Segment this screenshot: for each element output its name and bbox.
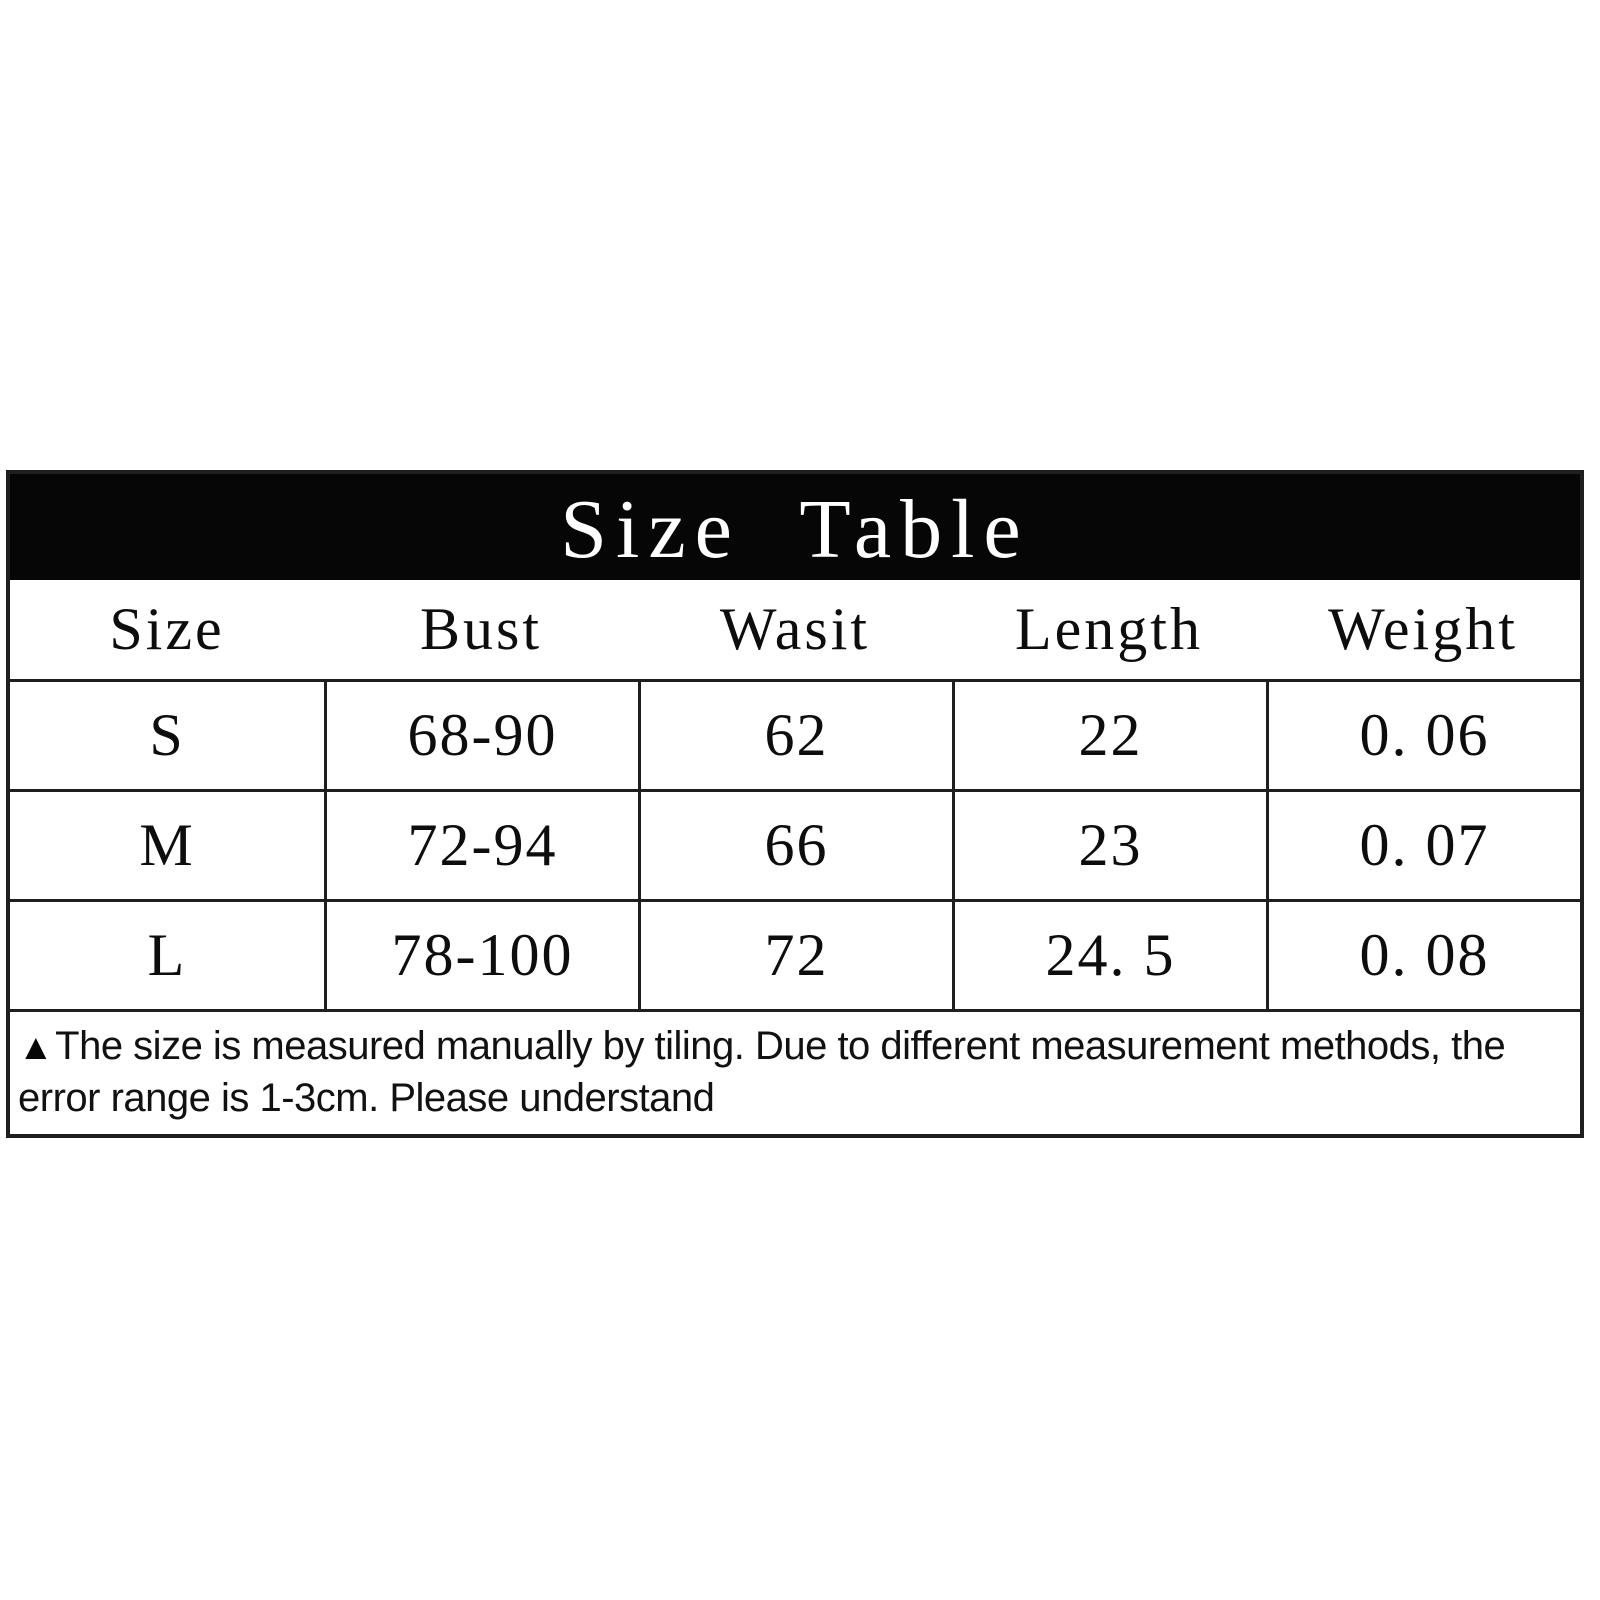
size-table-title: Size Table bbox=[560, 483, 1030, 576]
measurement-note: ▲The size is measured manually by tiling… bbox=[10, 1012, 1580, 1134]
weight-cell: 0. 06 bbox=[1266, 682, 1580, 789]
weight-cell: 0. 08 bbox=[1266, 902, 1580, 1009]
table-row-l: L 78-100 72 24. 5 0. 08 bbox=[10, 902, 1580, 1012]
size-cell: M bbox=[139, 812, 195, 878]
wasit-cell: 66 bbox=[638, 792, 952, 899]
size-cell: L bbox=[147, 922, 187, 988]
column-header-wasit: Wasit bbox=[719, 596, 871, 662]
size-table: Size Table Size Bust Wasit Length Weight… bbox=[6, 470, 1584, 1138]
length-cell: 22 bbox=[952, 682, 1266, 789]
bust-cell: 78-100 bbox=[324, 902, 638, 1009]
wasit-cell: 62 bbox=[638, 682, 952, 789]
size-table-title-bar: Size Table bbox=[10, 474, 1580, 580]
warning-triangle-icon: ▲ bbox=[18, 1026, 54, 1067]
wasit-cell: 72 bbox=[638, 902, 952, 1009]
bust-cell: 72-94 bbox=[324, 792, 638, 899]
bust-cell: 68-90 bbox=[324, 682, 638, 789]
column-header-length: Length bbox=[1015, 596, 1203, 662]
table-row-m: M 72-94 66 23 0. 07 bbox=[10, 792, 1580, 902]
measurement-note-text: The size is measured manually by tiling.… bbox=[18, 1024, 1506, 1120]
column-header-row: Size Bust Wasit Length Weight bbox=[10, 580, 1580, 682]
length-cell: 24. 5 bbox=[952, 902, 1266, 1009]
column-header-size: Size bbox=[109, 596, 225, 662]
column-header-bust: Bust bbox=[419, 596, 543, 662]
size-cell: S bbox=[149, 702, 185, 768]
weight-cell: 0. 07 bbox=[1266, 792, 1580, 899]
column-header-weight: Weight bbox=[1328, 596, 1518, 662]
table-row-s: S 68-90 62 22 0. 06 bbox=[10, 682, 1580, 792]
length-cell: 23 bbox=[952, 792, 1266, 899]
